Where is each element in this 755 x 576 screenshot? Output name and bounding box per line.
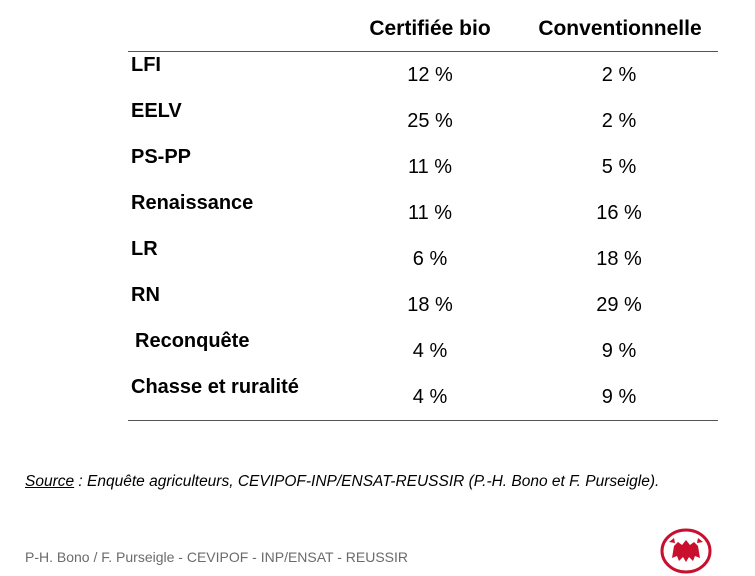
table-top-rule [128, 51, 718, 52]
bio-value: 11 % [407, 156, 453, 178]
conventional-value: 9 % [601, 386, 637, 408]
table-row: RN 18 % 29 % [0, 282, 755, 328]
party-label: EELV [131, 100, 182, 122]
bio-value: 11 % [407, 202, 453, 224]
conventional-value: 29 % [596, 294, 642, 316]
source-text: : Enquête agriculteurs, CEVIPOF-INP/ENSA… [74, 473, 660, 490]
bio-value: 12 % [407, 64, 453, 86]
party-label: LR [131, 238, 158, 260]
party-label: Reconquête [135, 330, 250, 352]
bio-value: 6 % [412, 248, 448, 270]
footer-credits: P-H. Bono / F. Purseigle - CEVIPOF - INP… [25, 549, 409, 565]
bio-value: 18 % [407, 294, 453, 316]
table-row: LFI 12 % 2 % [0, 52, 755, 98]
bio-value: 4 % [412, 386, 448, 408]
conventional-value: 18 % [596, 248, 642, 270]
table-row: LR 6 % 18 % [0, 236, 755, 282]
table-row: Chasse et ruralité 4 % 9 % [0, 374, 755, 420]
party-label: PS-PP [131, 146, 192, 168]
source-note: Source : Enquête agriculteurs, CEVIPOF-I… [25, 473, 659, 491]
conventional-value: 9 % [601, 340, 637, 362]
party-label: Renaissance [131, 192, 254, 214]
party-label: RN [131, 284, 160, 306]
party-label: Chasse et ruralité [131, 376, 299, 398]
bio-value: 25 % [407, 110, 453, 132]
conventional-value: 2 % [601, 64, 637, 86]
bio-value: 4 % [412, 340, 448, 362]
conventional-value: 2 % [601, 110, 637, 132]
party-label: LFI [131, 54, 161, 76]
table-row: EELV 25 % 2 % [0, 98, 755, 144]
source-label: Source [25, 473, 75, 490]
column-header-conventional: Conventionnelle [538, 17, 702, 40]
table-bottom-rule [128, 420, 718, 421]
table-row: Reconquête 4 % 9 % [0, 328, 755, 374]
table-row: Renaissance 11 % 16 % [0, 190, 755, 236]
conventional-value: 16 % [596, 202, 642, 224]
table-row: PS-PP 11 % 5 % [0, 144, 755, 190]
column-header-bio: Certifiée bio [369, 17, 491, 40]
conventional-value: 5 % [601, 156, 637, 178]
red-emblem-icon [660, 528, 712, 574]
